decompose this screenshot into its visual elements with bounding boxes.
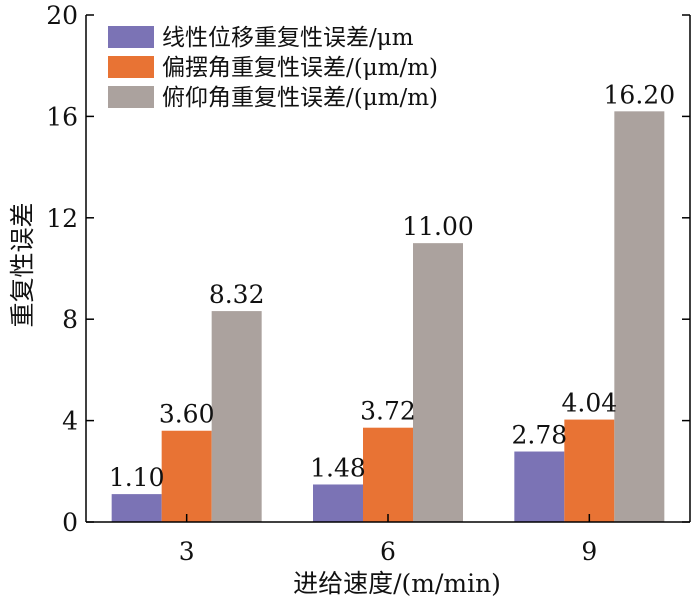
data-label: 3.72: [360, 397, 416, 426]
data-label: 3.60: [159, 400, 215, 429]
data-label: 16.20: [604, 80, 676, 109]
bar-series2-9: [564, 419, 615, 522]
y-tick-label: 0: [62, 508, 78, 537]
y-tick-label: 16: [46, 102, 78, 131]
legend-swatch: [108, 56, 154, 78]
x-axis-label: 进给速度/(m/min): [293, 569, 501, 598]
legend-label: 线性位移重复性误差/μm: [162, 25, 414, 51]
legend-label: 偏摆角重复性误差/(μm/m): [162, 55, 438, 81]
bar-series3-3: [211, 311, 262, 522]
y-tick-label: 12: [46, 204, 78, 233]
axes: 0 4 8 12 16 20 3 6 9: [46, 1, 691, 566]
legend-swatch: [108, 86, 154, 108]
data-label: 8.32: [209, 280, 265, 309]
bar-series3-6: [413, 243, 463, 522]
y-tick-label: 4: [62, 407, 78, 436]
bar-series1-6: [313, 484, 363, 522]
y-tick-label: 20: [46, 1, 78, 30]
x-tick-label: 3: [179, 537, 195, 566]
legend-swatch: [108, 26, 154, 48]
bar-series1-9: [514, 451, 565, 522]
data-label: 4.04: [561, 389, 617, 418]
y-tick-label: 8: [62, 305, 78, 334]
data-label: 11.00: [402, 212, 474, 241]
bar-labels: 1.10 3.60 8.32 1.48 3.72 11.00 2.78 4.04 16.20: [109, 80, 675, 492]
y-axis-label: 重复性误差: [8, 202, 37, 327]
legend-label: 俯仰角重复性误差/(μm/m): [162, 85, 438, 111]
bar-series1-3: [111, 494, 162, 522]
bar-series2-3: [161, 430, 212, 522]
bar-series2-6: [363, 427, 413, 522]
legend: 线性位移重复性误差/μm 偏摆角重复性误差/(μm/m) 俯仰角重复性误差/(μm/…: [108, 25, 438, 111]
bars: [111, 111, 665, 522]
bar-series3-9: [614, 111, 665, 522]
data-label: 2.78: [511, 421, 567, 450]
x-tick-label: 9: [581, 537, 597, 566]
data-label: 1.10: [109, 463, 165, 492]
x-tick-label: 6: [380, 537, 396, 566]
data-label: 1.48: [310, 453, 366, 482]
